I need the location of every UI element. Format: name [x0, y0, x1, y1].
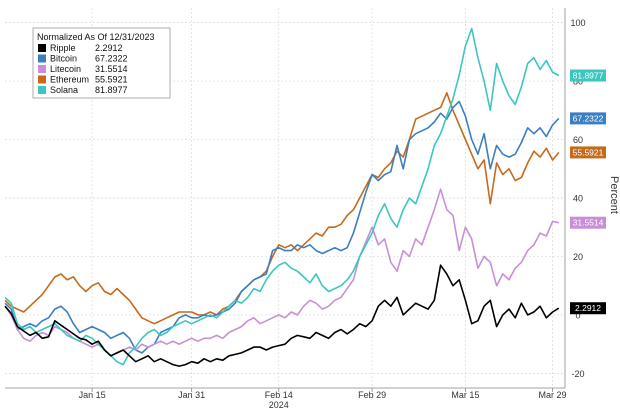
legend-entry-litecoin: Litecoin 31.5514	[38, 64, 128, 74]
y-tick-label: 40	[573, 194, 583, 204]
last-value-labels: 2.2912 67.2322 31.5514 55.5921 81.8977	[570, 69, 606, 315]
legend-series-value: 55.5921	[95, 75, 128, 85]
series-line-ripple	[4, 264, 560, 367]
x-tick-label: Mar 29	[539, 390, 567, 400]
legend-swatch	[38, 54, 46, 63]
series-line-litecoin	[4, 188, 559, 357]
y-axis-label: Percent	[608, 176, 620, 214]
end-label-ethereum: 55.5921	[570, 146, 606, 159]
y-axis-tick-labels: -20 0 20 40 60 80 100	[570, 18, 585, 379]
x-axis-year-label: 2024	[269, 400, 289, 410]
x-tick-label: Feb 29	[358, 390, 386, 400]
x-tick-label: Feb 14	[265, 390, 293, 400]
y-tick-label: 100	[570, 18, 585, 28]
end-label-bitcoin: 67.2322	[570, 112, 606, 125]
legend-swatch	[38, 44, 46, 52]
gridlines	[5, 8, 565, 388]
legend-series-name: Bitcoin	[50, 54, 77, 64]
legend-box	[32, 27, 171, 99]
series-line-ethereum	[4, 92, 560, 325]
end-label-text: 67.2322	[573, 113, 604, 123]
y-tick-label: 20	[573, 252, 583, 262]
end-label-box	[570, 302, 606, 315]
legend-series-name: Solana	[50, 85, 78, 95]
x-tick-label: Jan 15	[79, 390, 106, 400]
end-label-box	[570, 216, 606, 229]
legend-series-value: 67.2322	[95, 54, 128, 64]
end-label-text: 81.8977	[573, 71, 604, 81]
end-label-box	[570, 69, 606, 82]
legend-series-value: 2.2912	[95, 43, 123, 53]
end-label-box	[570, 112, 606, 125]
y-tick-label: 0	[575, 310, 580, 320]
y-tick-label: 60	[573, 135, 583, 145]
end-label-text: 2.2912	[575, 303, 601, 313]
end-label-solana: 81.8977	[570, 69, 606, 82]
y-tick-label: -20	[571, 369, 584, 379]
legend-title: Normalized As Of 12/31/2023	[37, 32, 155, 42]
x-tick-label: Jan 31	[178, 390, 205, 400]
end-label-text: 55.5921	[573, 147, 604, 157]
legend-series-value: 81.8977	[95, 85, 128, 95]
series-line-bitcoin	[4, 100, 560, 354]
end-label-text: 31.5514	[573, 218, 604, 228]
legend-series-name: Ethereum	[50, 75, 89, 85]
legend-series-value: 31.5514	[95, 64, 128, 74]
x-tick-label: Mar 15	[451, 390, 479, 400]
legend-entry-ethereum: Ethereum 55.5921	[38, 75, 128, 85]
legend-entries: Ripple 2.2912 Bitcoin 67.2322 Litecoin 31.551…	[38, 43, 128, 95]
legend-entry-solana: Solana 81.8977	[38, 85, 128, 95]
end-label-ripple: 2.2912	[570, 302, 606, 315]
end-label-litecoin: 31.5514	[570, 216, 606, 229]
y-tick-label: 80	[573, 77, 583, 87]
legend-entry-ripple: Ripple 2.2912	[38, 43, 123, 53]
legend-swatch	[38, 65, 46, 73]
x-axis: Jan 15 Jan 31 Feb 14 Feb 29 Mar 15 Mar 29 2024	[5, 8, 567, 410]
legend-series-name: Litecoin	[50, 64, 81, 74]
legend-swatch	[38, 86, 46, 94]
legend-swatch	[38, 75, 46, 84]
series-lines	[4, 27, 560, 367]
legend-entry-bitcoin: Bitcoin 67.2322	[38, 54, 128, 64]
legend: Normalized As Of 12/31/2023 Ripple 2.2912…	[32, 27, 171, 99]
series-line-solana	[4, 27, 560, 366]
end-label-box	[570, 146, 606, 159]
legend-series-name: Ripple	[50, 43, 76, 53]
